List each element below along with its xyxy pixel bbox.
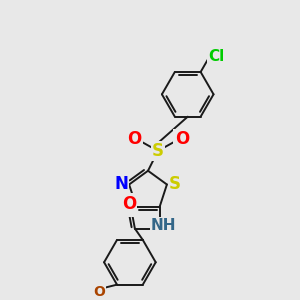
Text: S: S bbox=[152, 142, 164, 160]
Text: NH: NH bbox=[151, 218, 176, 233]
Text: O: O bbox=[127, 130, 141, 148]
Text: O: O bbox=[122, 195, 136, 213]
Text: N: N bbox=[114, 176, 128, 194]
Text: O: O bbox=[175, 130, 189, 148]
Text: N: N bbox=[122, 198, 135, 216]
Text: O: O bbox=[93, 285, 105, 298]
Text: S: S bbox=[169, 176, 181, 194]
Text: Cl: Cl bbox=[208, 49, 225, 64]
